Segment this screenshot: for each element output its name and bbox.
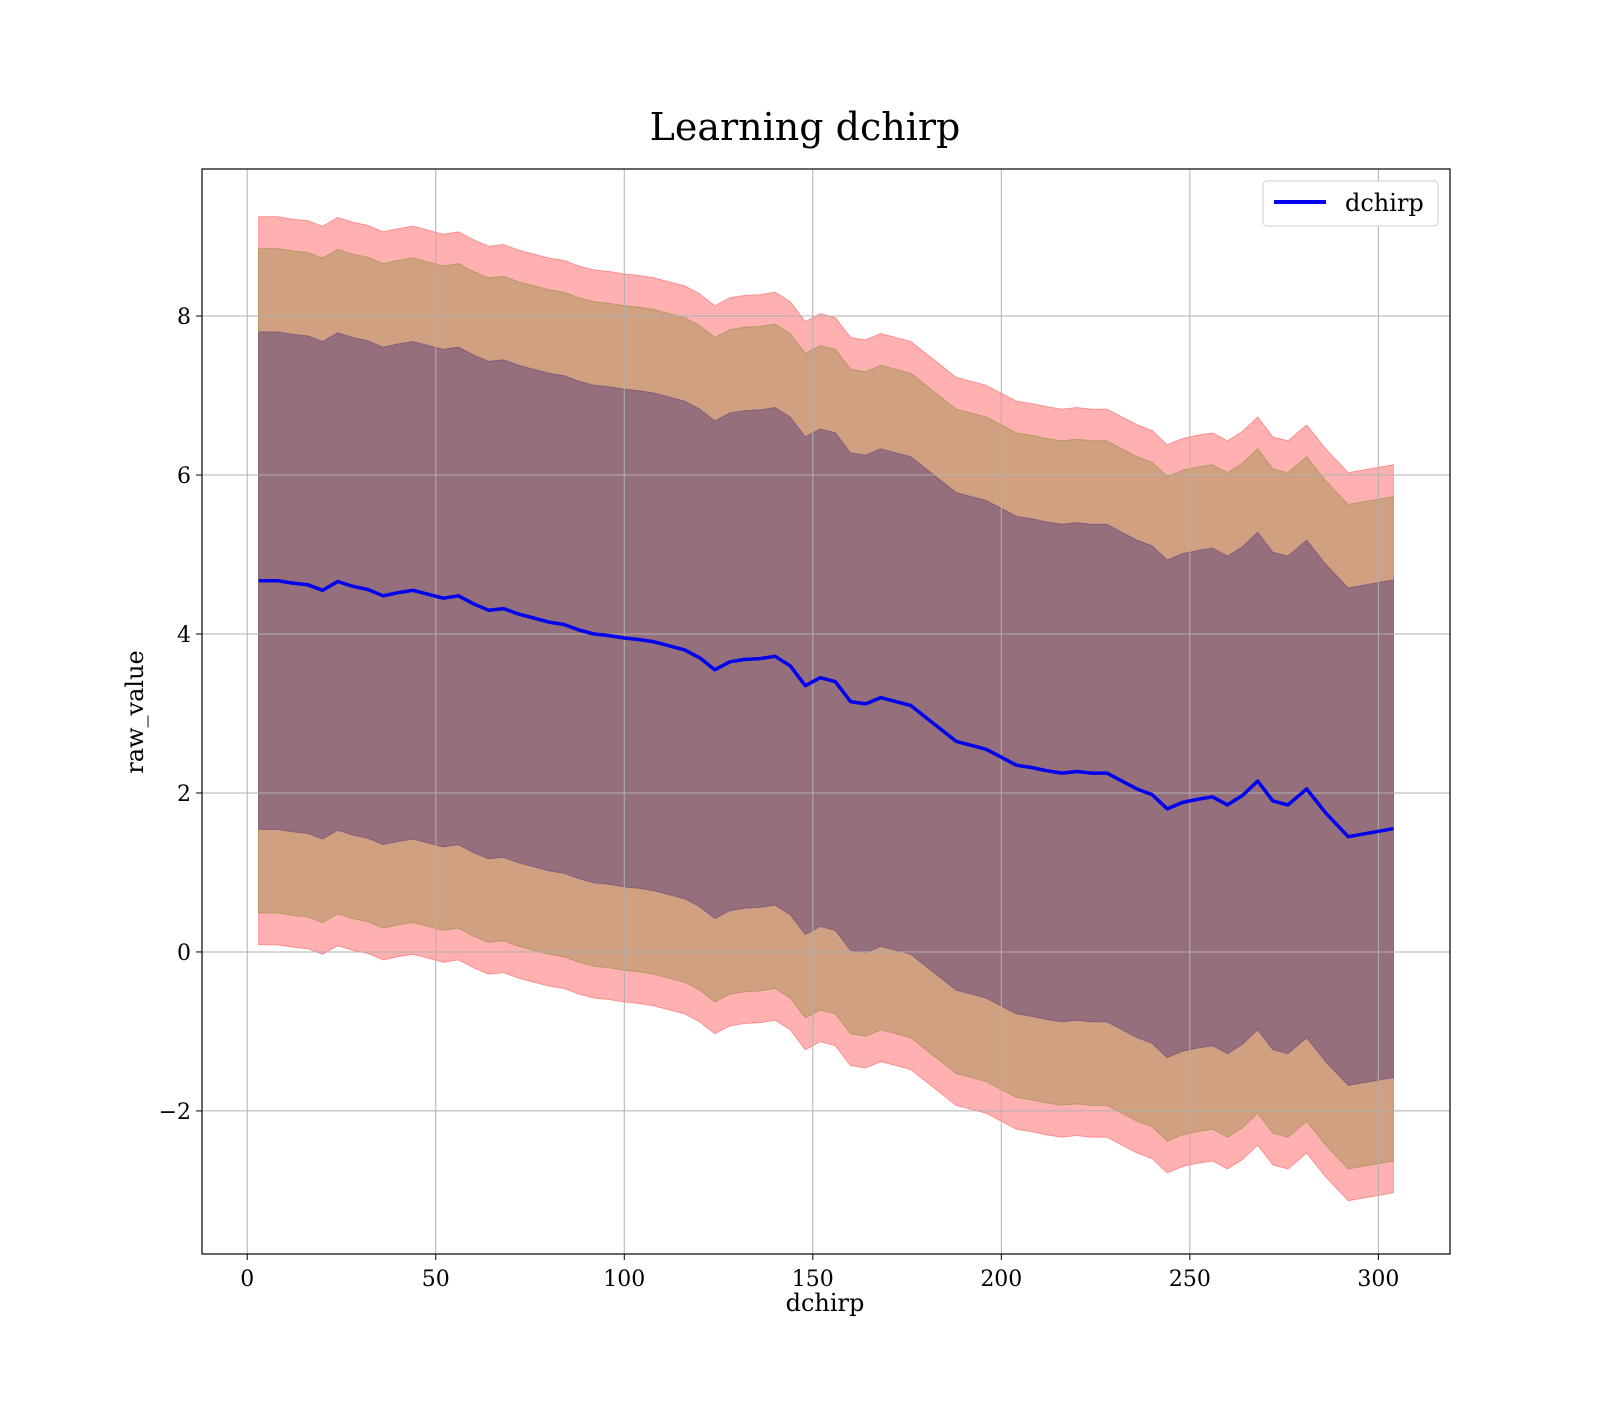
x-tick-label: 50 (422, 1267, 450, 1292)
legend-label-dchirp: dchirp (1345, 189, 1424, 217)
grid (202, 169, 1450, 1254)
y-axis-label: raw_value (121, 650, 149, 774)
chart-title: Learning dchirp (650, 105, 961, 149)
x-tick-label: 100 (603, 1267, 645, 1292)
y-tick-label: 2 (177, 782, 191, 807)
y-tick-label: 4 (177, 623, 191, 648)
y-tick-label: 0 (177, 941, 191, 966)
y-tick-label: −2 (159, 1100, 191, 1125)
x-axis-ticks: 0 50 100 150 200 250 300 (240, 1254, 1399, 1292)
x-tick-label: 250 (1169, 1267, 1211, 1292)
confidence-bands (258, 216, 1394, 1202)
x-tick-label: 200 (980, 1267, 1022, 1292)
y-tick-label: 8 (177, 305, 191, 330)
series-line-dchirp (258, 578, 1394, 839)
x-tick-label: 150 (792, 1267, 834, 1292)
legend: dchirp (1262, 180, 1439, 227)
band-1-sigma (258, 331, 1394, 1086)
y-tick-label: 6 (177, 464, 191, 489)
series-lines (258, 578, 1394, 839)
plot-frame (201, 168, 1451, 1255)
x-axis-label: dchirp (786, 1289, 865, 1317)
legend-box (1262, 180, 1439, 227)
x-tick-label: 0 (240, 1267, 254, 1292)
y-axis-ticks: −2 0 2 4 6 8 (159, 305, 202, 1125)
x-tick-label: 300 (1357, 1267, 1399, 1292)
